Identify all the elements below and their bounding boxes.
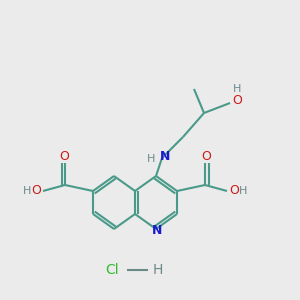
Text: H: H	[239, 186, 247, 196]
Text: N: N	[160, 151, 170, 164]
Text: Cl: Cl	[105, 263, 119, 277]
Text: H: H	[153, 263, 163, 277]
Text: O: O	[59, 149, 69, 163]
Text: N: N	[152, 224, 162, 236]
Text: O: O	[232, 94, 242, 106]
Text: H: H	[23, 186, 31, 196]
Text: O: O	[31, 184, 41, 197]
Text: O: O	[201, 149, 211, 163]
Text: H: H	[147, 154, 155, 164]
Text: O: O	[229, 184, 239, 197]
Text: H: H	[233, 84, 241, 94]
